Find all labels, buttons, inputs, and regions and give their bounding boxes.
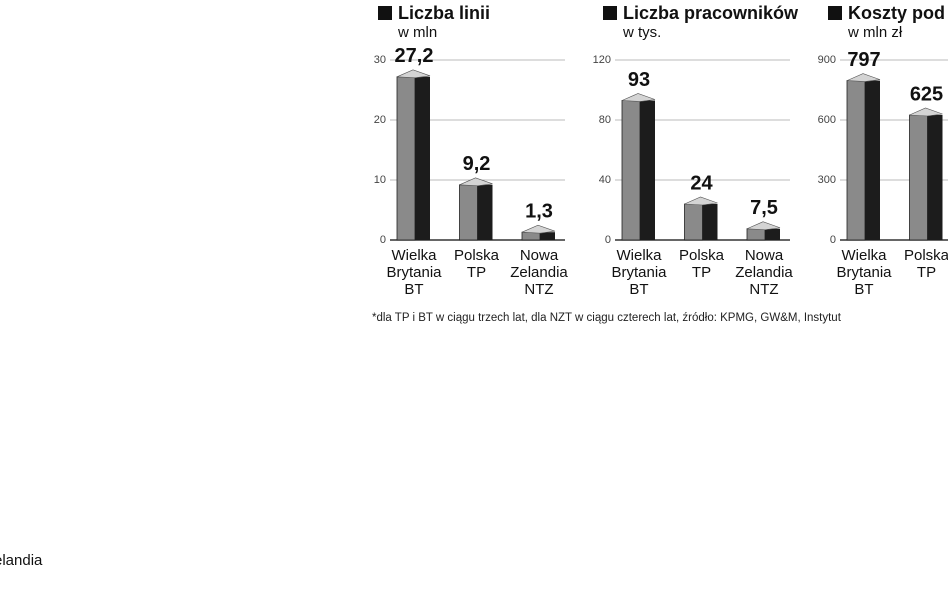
value-label: 1,3 (525, 200, 553, 222)
bar-top (396, 69, 431, 79)
y-tick-label: 40 (599, 174, 611, 186)
bar (909, 107, 943, 241)
bar-front (746, 228, 766, 241)
x-tick-label: Brytania (611, 264, 667, 281)
x-tick-label: Polska (679, 247, 725, 264)
bar (846, 73, 881, 241)
legend-square (603, 6, 617, 20)
x-tick-label: Wielka (391, 247, 437, 264)
bar (521, 224, 556, 241)
bar-top (746, 221, 781, 231)
y-tick-label: 0 (830, 234, 836, 246)
bar-side (702, 204, 718, 240)
bar-top (846, 73, 881, 82)
bar-top (521, 224, 556, 234)
bar (396, 69, 431, 241)
chart-subtitle: w mln zł (847, 24, 903, 41)
y-tick-label: 0 (380, 234, 386, 246)
x-tick-label: BT (854, 281, 873, 298)
x-tick-label: BT (404, 281, 423, 298)
x-tick-label: NTZ (524, 281, 553, 298)
bar-front (846, 80, 866, 241)
chart-title: Koszty pod (848, 3, 945, 23)
x-tick-label: Zelandia (510, 264, 568, 281)
x-tick-label: Nowa (520, 247, 559, 264)
bar-front (909, 114, 928, 241)
value-label: 24 (690, 172, 713, 194)
value-label: 9,2 (463, 153, 491, 175)
bar-side (415, 76, 430, 240)
x-tick-label: TP (692, 264, 711, 281)
x-tick-label: NTZ (749, 281, 778, 298)
x-tick-label: Brytania (836, 264, 892, 281)
y-tick-label: 900 (818, 54, 836, 66)
bar (746, 221, 781, 241)
bar-side (540, 232, 555, 240)
bar-front (396, 76, 416, 241)
bar-side (865, 80, 880, 240)
x-tick-label: Polska (454, 247, 500, 264)
bar-top (621, 93, 656, 102)
x-tick-label: TP (917, 264, 936, 281)
bar (459, 177, 493, 241)
y-tick-label: 10 (374, 174, 386, 186)
x-tick-label: Brytania (386, 264, 442, 281)
bar-front (621, 100, 641, 241)
stray-text: elandia (0, 552, 43, 569)
y-tick-label: 30 (374, 54, 386, 66)
bar-top (459, 177, 493, 187)
bar-top (909, 107, 943, 117)
bar-side (927, 115, 943, 240)
y-tick-label: 20 (374, 114, 386, 126)
footnote: *dla TP i BT w ciągu trzech lat, dla NZT… (372, 312, 842, 324)
chart-title: Liczba linii (398, 3, 490, 23)
value-label: 93 (628, 69, 650, 91)
chart-subtitle: w mln (397, 24, 437, 41)
bar-front (521, 231, 541, 241)
value-label: 797 (847, 49, 880, 71)
chart-title: Liczba pracowników (623, 3, 799, 23)
x-tick-label: Zelandia (735, 264, 793, 281)
x-tick-label: Wielka (616, 247, 662, 264)
x-tick-label: Polska (904, 247, 948, 264)
y-tick-label: 120 (593, 54, 611, 66)
chart-subtitle: w tys. (622, 24, 661, 41)
bar-side (477, 184, 493, 240)
x-tick-label: TP (467, 264, 486, 281)
x-tick-label: BT (629, 281, 648, 298)
bar-front (684, 203, 703, 241)
y-tick-label: 0 (605, 234, 611, 246)
legend-square (378, 6, 392, 20)
legend-square (828, 6, 842, 20)
y-tick-label: 300 (818, 174, 836, 186)
bar-top (684, 196, 718, 206)
bar (684, 196, 718, 241)
x-tick-label: Wielka (841, 247, 887, 264)
x-tick-label: Nowa (745, 247, 784, 264)
value-label: 27,2 (395, 45, 434, 67)
y-tick-label: 80 (599, 114, 611, 126)
value-label: 7,5 (750, 197, 778, 219)
value-label: 625 (910, 83, 943, 105)
bar (621, 93, 656, 241)
y-tick-label: 600 (818, 114, 836, 126)
bar-side (765, 228, 780, 240)
bar-side (640, 100, 655, 240)
bar-front (459, 184, 478, 241)
